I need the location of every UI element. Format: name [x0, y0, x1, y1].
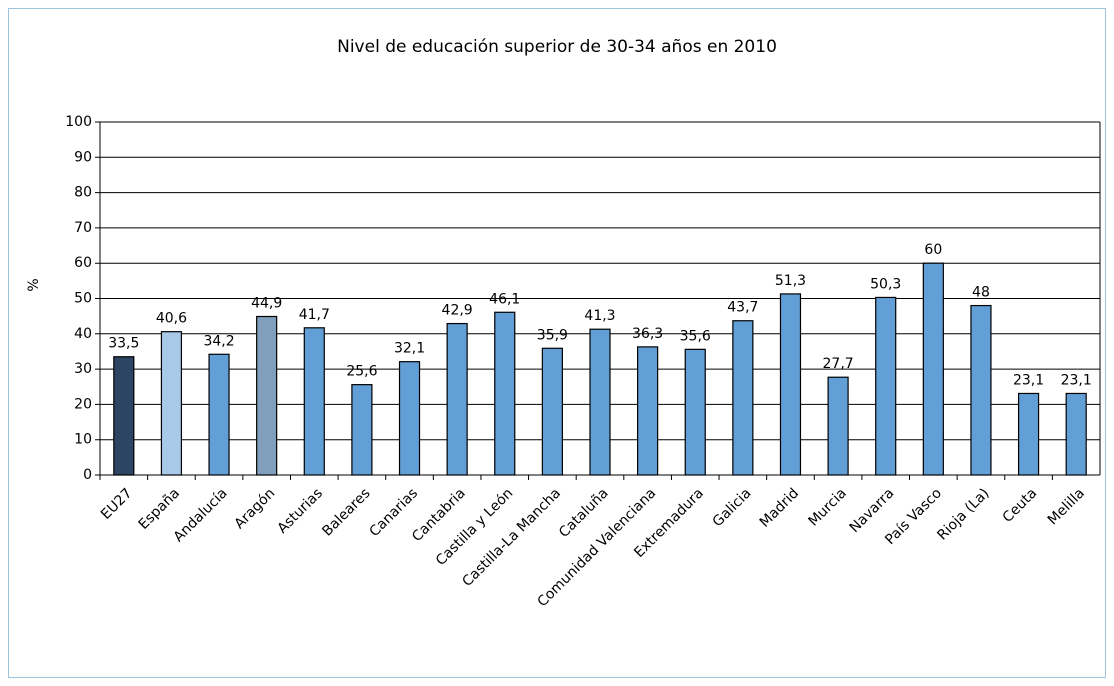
bar: [446, 322, 468, 476]
bar: [589, 328, 611, 476]
bar: [1017, 392, 1040, 476]
bar: [398, 361, 421, 476]
bar: [922, 262, 944, 476]
data-label: 35,9: [537, 327, 568, 343]
bar: [113, 356, 135, 476]
bar: [256, 315, 278, 476]
bar: [1065, 392, 1087, 476]
data-label: 35,6: [680, 328, 711, 344]
data-label: 48: [972, 285, 990, 301]
bar: [637, 346, 659, 476]
bar: [779, 293, 802, 476]
data-label: 46,1: [489, 291, 520, 307]
data-label: 43,7: [727, 300, 758, 316]
data-label: 40,6: [156, 311, 187, 327]
y-tick-label: 50: [74, 291, 92, 307]
frame: [8, 8, 1106, 678]
y-tick-label: 0: [83, 467, 92, 483]
bar: [351, 384, 373, 476]
chart-title: Nivel de educación superior de 30-34 año…: [337, 37, 777, 57]
data-label: 42,9: [442, 303, 473, 319]
data-label: 41,7: [299, 307, 330, 323]
data-label: 36,3: [632, 326, 663, 342]
y-tick-label: 100: [65, 114, 92, 130]
bar: [827, 376, 849, 476]
data-label: 60: [924, 242, 942, 258]
y-tick-label: 30: [74, 361, 92, 377]
bar: [303, 327, 325, 476]
bar: [875, 296, 897, 476]
data-label: 23,1: [1013, 372, 1044, 388]
data-label: 50,3: [870, 276, 901, 292]
data-label: 25,6: [346, 364, 377, 380]
bar: [684, 348, 706, 476]
y-tick-label: 40: [74, 326, 92, 342]
bar: [541, 347, 563, 476]
y-tick-label: 80: [74, 185, 92, 201]
data-label: 34,2: [203, 333, 234, 349]
data-label: 51,3: [775, 273, 806, 289]
bar: [160, 331, 183, 476]
y-tick-label: 20: [74, 396, 92, 412]
data-label: 44,9: [251, 296, 282, 312]
y-tick-label: 90: [74, 149, 92, 165]
bar: [208, 353, 230, 476]
data-label: 33,5: [108, 336, 139, 352]
data-label: 23,1: [1061, 372, 1092, 388]
data-label: 27,7: [823, 356, 854, 372]
y-axis-label: %: [26, 278, 42, 291]
y-tick-label: 10: [74, 432, 92, 448]
y-tick-label: 60: [74, 255, 92, 271]
data-label: 41,3: [584, 308, 615, 324]
y-tick-label: 70: [74, 220, 92, 236]
bar: [732, 320, 754, 476]
bar: [494, 311, 516, 476]
bar: [970, 304, 992, 476]
data-label: 32,1: [394, 341, 425, 357]
